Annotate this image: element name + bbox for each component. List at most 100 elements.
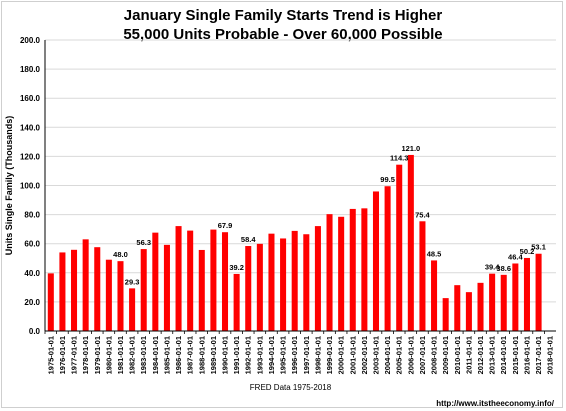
- bar: [163, 244, 170, 331]
- x-tick-label: 2016-01-01: [522, 336, 531, 374]
- bar: [523, 257, 530, 331]
- bar: [210, 229, 217, 331]
- x-tick-label: 1986-01-01: [174, 336, 183, 374]
- bar: [361, 208, 368, 331]
- bar: [338, 216, 345, 331]
- bar: [477, 282, 484, 331]
- bar: [105, 259, 112, 331]
- x-tick-label: 2013-01-01: [488, 336, 497, 374]
- x-tick-label: 1996-01-01: [290, 336, 299, 374]
- bar: [535, 253, 542, 331]
- data-label: 39.2: [229, 263, 244, 272]
- bar: [407, 154, 414, 331]
- x-tick-label: 1980-01-01: [104, 336, 113, 374]
- x-tick-label: 1988-01-01: [197, 336, 206, 374]
- data-label: 48.5: [427, 249, 442, 258]
- x-tick-label: 2011-01-01: [464, 336, 473, 374]
- y-tick-label: 20.0: [24, 298, 40, 307]
- data-label: 56.3: [136, 238, 151, 247]
- y-tick-label: 0.0: [29, 327, 41, 336]
- bar: [94, 247, 101, 331]
- data-label: 29.3: [125, 277, 140, 286]
- y-tick-label: 180.0: [20, 65, 41, 74]
- bar: [349, 208, 356, 331]
- x-tick-label: 2008-01-01: [430, 336, 439, 374]
- x-tick-label: 1982-01-01: [128, 336, 137, 374]
- x-tick-label: 2017-01-01: [534, 336, 543, 374]
- data-label: 114.3: [390, 154, 408, 163]
- bar: [396, 164, 403, 331]
- bar: [268, 233, 275, 331]
- bar: [71, 249, 78, 331]
- source-url: http://www.itstheeconomy.info/: [436, 399, 554, 408]
- x-tick-label: 2015-01-01: [511, 336, 520, 374]
- bar: [303, 234, 310, 331]
- bar: [82, 239, 89, 331]
- x-tick-label: 2014-01-01: [499, 336, 508, 374]
- y-tick-label: 120.0: [20, 152, 41, 161]
- data-label: 53.1: [531, 243, 546, 252]
- bar: [280, 238, 287, 331]
- y-tick-label: 60.0: [24, 240, 40, 249]
- bar: [245, 246, 252, 331]
- x-tick-label: 1995-01-01: [279, 336, 288, 374]
- x-tick-label: 1985-01-01: [162, 336, 171, 374]
- y-tick-label: 40.0: [24, 269, 40, 278]
- x-tick-label: 1977-01-01: [70, 336, 79, 374]
- bar: [465, 292, 472, 331]
- x-tick-label: 2004-01-01: [383, 336, 392, 374]
- data-label: 39.4: [485, 263, 500, 272]
- bar: [419, 221, 426, 331]
- bar: [314, 226, 321, 331]
- bar: [372, 191, 380, 331]
- x-tick-label: 1987-01-01: [186, 336, 195, 374]
- y-tick-label: 160.0: [20, 94, 41, 103]
- x-tick-label: 2018-01-01: [546, 336, 555, 374]
- bars: [47, 154, 542, 331]
- bar: [512, 263, 519, 331]
- data-label: 50.2: [520, 247, 535, 256]
- y-axis-title: Units Single Family (Thousands): [4, 116, 14, 256]
- y-tick-label: 80.0: [24, 211, 40, 220]
- y-tick-label: 100.0: [20, 182, 41, 191]
- x-tick-label: 2007-01-01: [418, 336, 427, 374]
- bar: [489, 273, 496, 331]
- title-block: January Single Family Starts Trend is Hi…: [0, 6, 566, 44]
- x-tick-labels: 1975-01-01 1976-01-01 1977-01-01 1978-01-01…: [44, 331, 555, 374]
- bar: [384, 186, 391, 331]
- data-label: 58.4: [241, 235, 256, 244]
- bar: [291, 230, 298, 331]
- x-tick-label: 1993-01-01: [255, 336, 264, 374]
- data-label: 48.0: [113, 250, 128, 259]
- data-label: 99.5: [380, 175, 395, 184]
- bar: [152, 232, 159, 331]
- x-axis-title: FRED Data 1975-2018: [250, 383, 332, 392]
- bar: [326, 214, 333, 331]
- bar: [47, 273, 54, 331]
- x-tick-label: 1990-01-01: [221, 336, 230, 374]
- x-tick-label: 1981-01-01: [116, 336, 125, 374]
- bar: [500, 274, 507, 331]
- x-tick-label: 1999-01-01: [325, 336, 334, 374]
- x-tick-label: 1984-01-01: [151, 336, 160, 374]
- x-tick-label: 1992-01-01: [244, 336, 253, 374]
- x-tick-label: 1979-01-01: [93, 336, 102, 374]
- x-tick-label: 2012-01-01: [476, 336, 485, 374]
- data-label: 46.4: [508, 252, 523, 261]
- x-tick-label: 2009-01-01: [441, 336, 450, 374]
- bar: [117, 261, 124, 331]
- x-tick-label: 1983-01-01: [139, 336, 148, 374]
- x-tick-label: 1991-01-01: [232, 336, 241, 374]
- x-tick-label: 1997-01-01: [302, 336, 311, 374]
- bar: [129, 288, 136, 331]
- x-tick-label: 2000-01-01: [337, 336, 346, 374]
- chart-title: January Single Family Starts Trend is Hi…: [123, 7, 443, 24]
- x-tick-label: 1994-01-01: [267, 336, 276, 374]
- bar: [256, 243, 263, 331]
- data-label: 38.6: [496, 264, 511, 273]
- bar: [175, 226, 182, 331]
- bar: [187, 230, 194, 331]
- bar: [140, 249, 147, 331]
